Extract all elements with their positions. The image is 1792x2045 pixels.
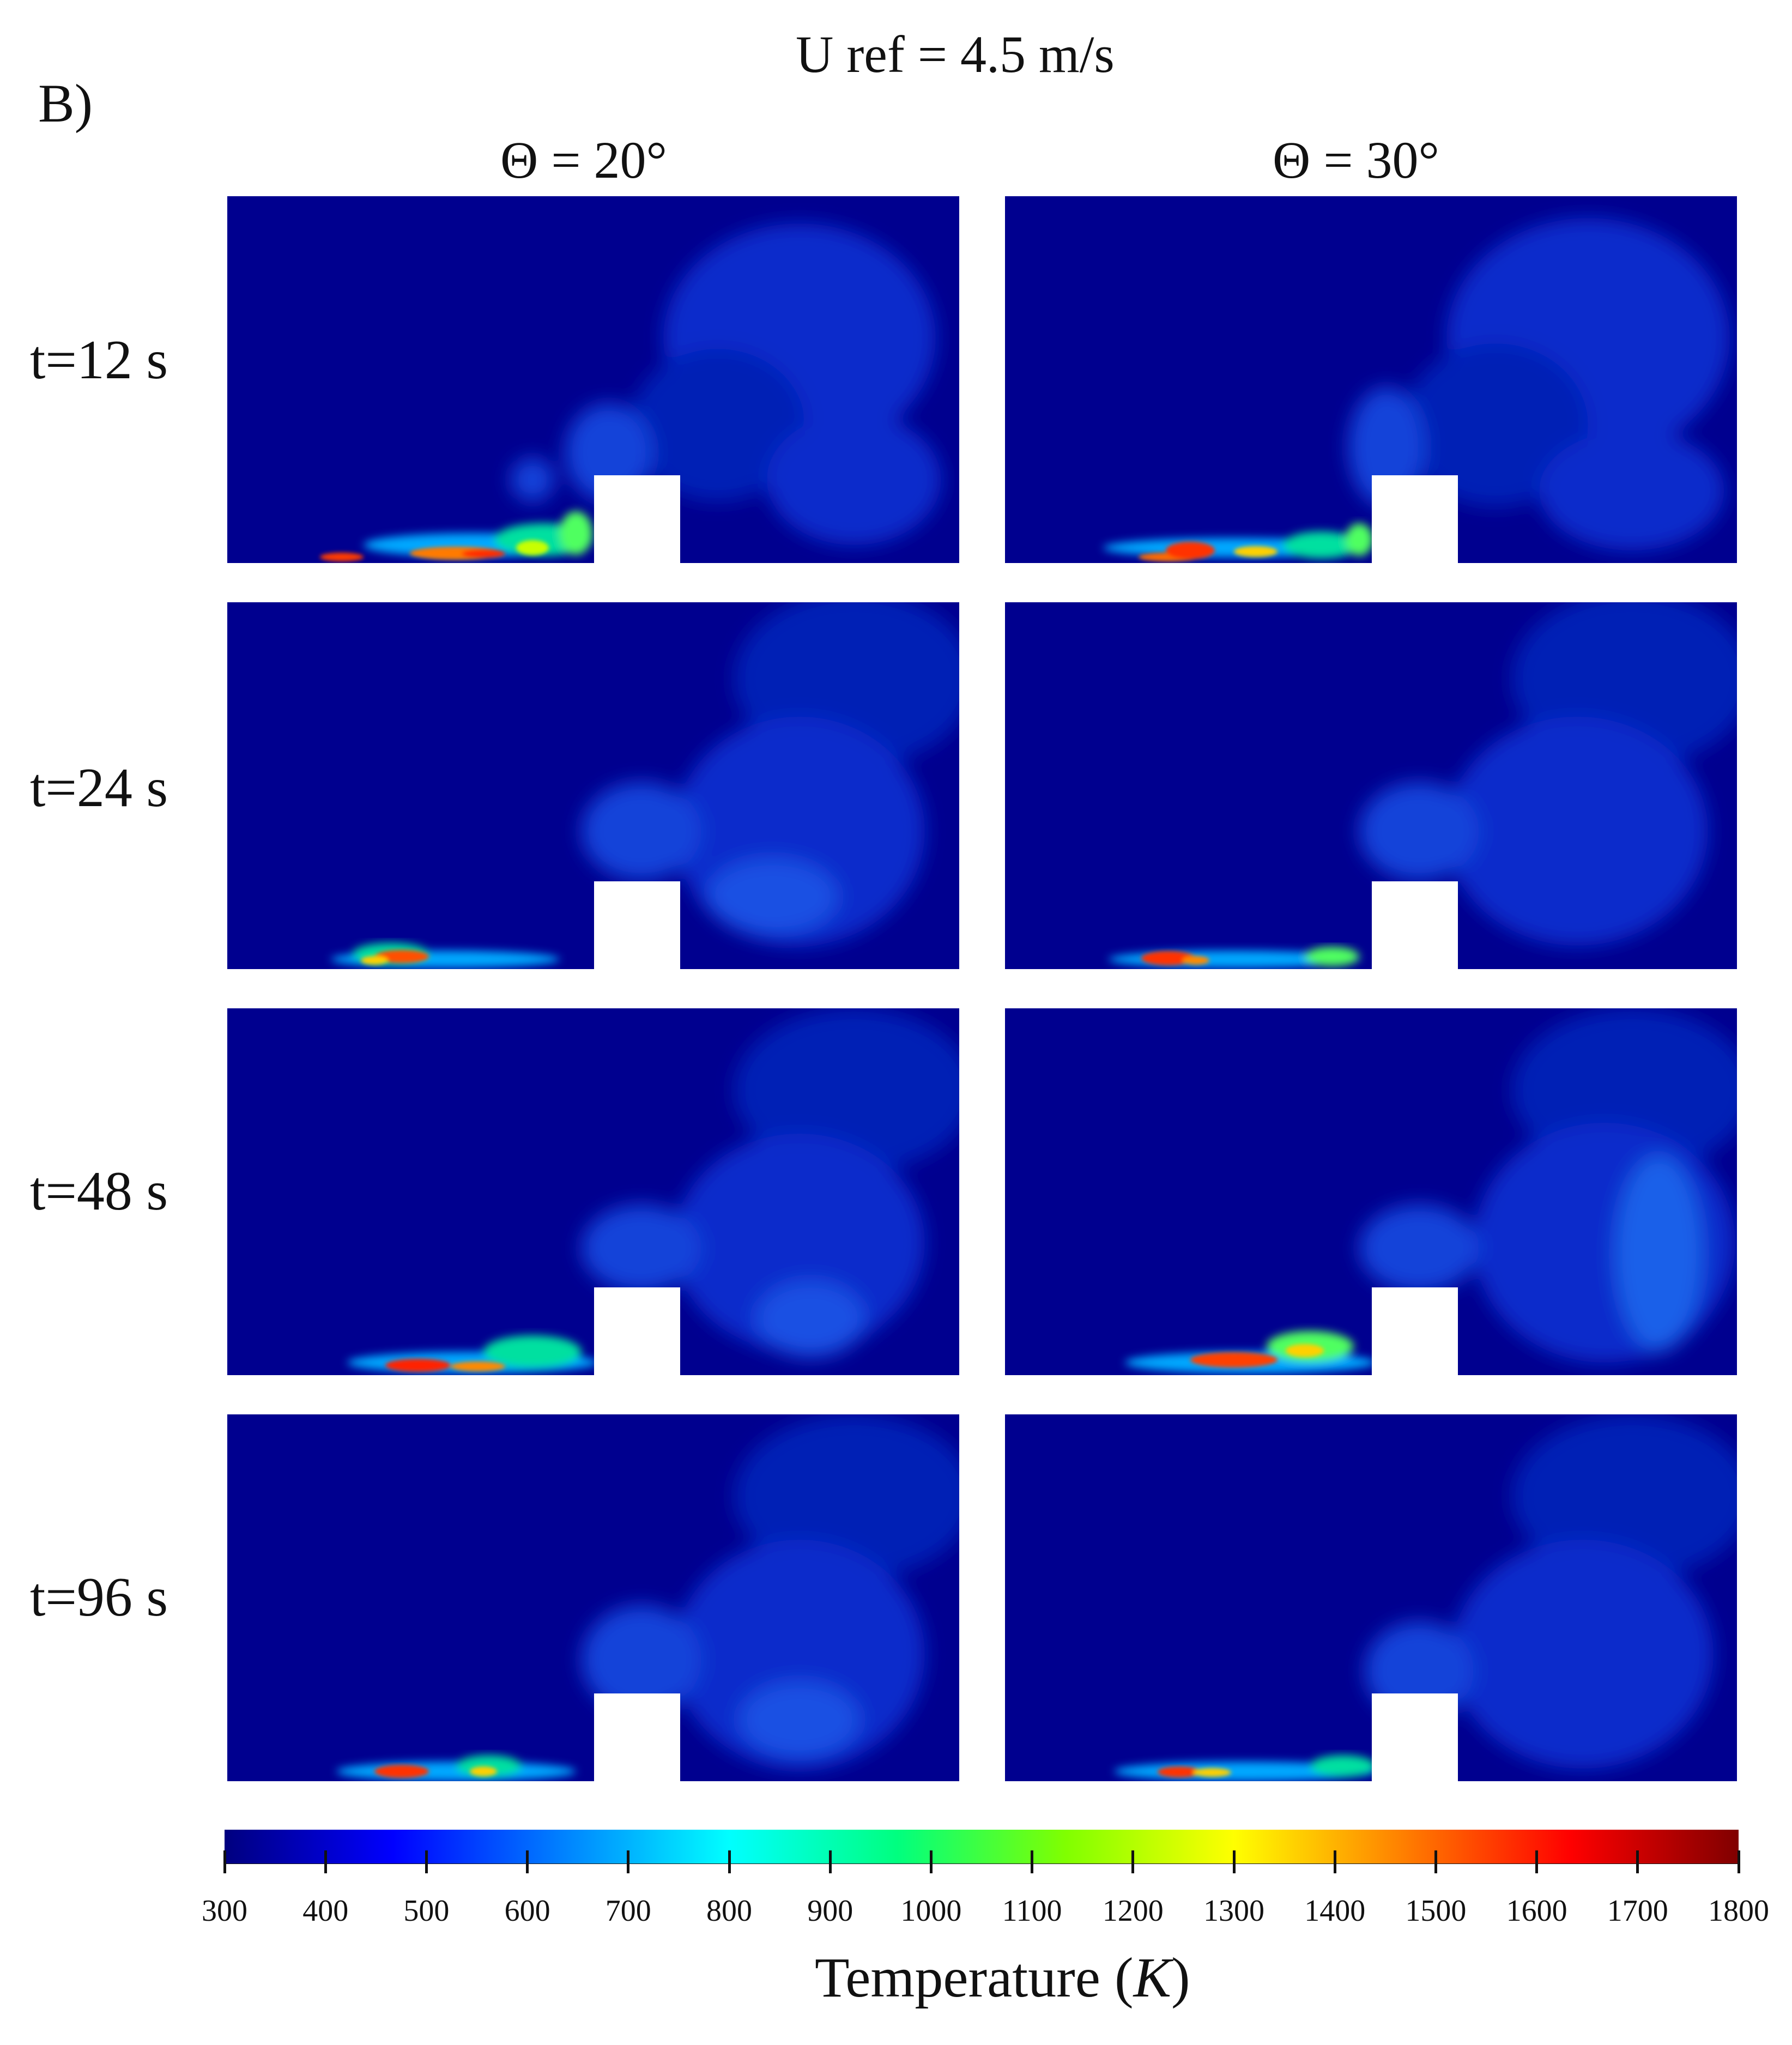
row-label-t48: t=48 s [30,1160,168,1222]
colorbar-tick [223,1850,226,1873]
colorbar-tick [1535,1850,1539,1873]
obstacle-block [594,475,680,563]
colorbar-tick [526,1850,529,1873]
colorbar-tick-label: 1400 [1304,1894,1366,1928]
colorbar-title: Temperature (K) [815,1946,1190,2009]
contour-panel-t24-theta20 [227,602,959,969]
colorbar-tick [1737,1850,1740,1873]
obstacle-block [594,1287,680,1375]
colorbar-tick-label: 400 [302,1894,349,1928]
contour-panel-t96-theta30 [1005,1414,1737,1781]
colorbar-tick-label: 1700 [1607,1894,1668,1928]
colorbar-tick [324,1850,327,1873]
obstacle-block [1372,1693,1458,1781]
contour-panel-t24-theta30 [1005,602,1737,969]
obstacle-block [594,1693,680,1781]
temperature-colorbar [225,1830,1739,1864]
colorbar-tick-label: 800 [706,1894,752,1928]
row-label-t96: t=96 s [30,1566,168,1628]
contour-panel-t48-theta30 [1005,1008,1737,1375]
contour-panel-t96-theta20 [227,1414,959,1781]
obstacle-block [1372,881,1458,969]
colorbar-tick [1131,1850,1135,1873]
colorbar-tick-label: 300 [202,1894,247,1928]
column-title-theta-20: Θ = 20° [500,131,667,189]
colorbar-tick-label: 1100 [1002,1894,1062,1928]
colorbar-tick-label: 1300 [1203,1894,1264,1928]
contour-panel-t48-theta20 [227,1008,959,1375]
colorbar-tick [728,1850,731,1873]
colorbar-tick-label: 1200 [1102,1894,1164,1928]
colorbar-tick-label: 700 [605,1894,651,1928]
colorbar-tick-label: 600 [504,1894,550,1928]
colorbar-tick-label: 900 [807,1894,853,1928]
colorbar-tick [1636,1850,1639,1873]
colorbar-tick-label: 1800 [1708,1894,1769,1928]
colorbar-tick [1031,1850,1034,1873]
obstacle-block [1372,1287,1458,1375]
colorbar-tick [828,1850,832,1873]
colorbar-tick [1333,1850,1336,1873]
colorbar-tick [1232,1850,1236,1873]
obstacle-block [594,881,680,969]
row-label-t24: t=24 s [30,757,168,819]
contour-panel-t12-theta20 [227,196,959,563]
colorbar-tick [425,1850,428,1873]
colorbar-tick [929,1850,933,1873]
obstacle-block [1372,475,1458,563]
contour-panel-t12-theta30 [1005,196,1737,563]
row-label-t12: t=12 s [30,329,168,391]
colorbar-tick [627,1850,630,1873]
colorbar-tick-label: 1000 [900,1894,962,1928]
colorbar-tick [1434,1850,1437,1873]
colorbar-tick-label: 1500 [1405,1894,1467,1928]
colorbar-tick-label: 1600 [1506,1894,1567,1928]
column-title-theta-30: Θ = 30° [1273,131,1439,189]
panel-label: B) [38,73,93,134]
colorbar-tick-label: 500 [403,1894,450,1928]
figure-title: U ref = 4.5 m/s [796,25,1115,83]
